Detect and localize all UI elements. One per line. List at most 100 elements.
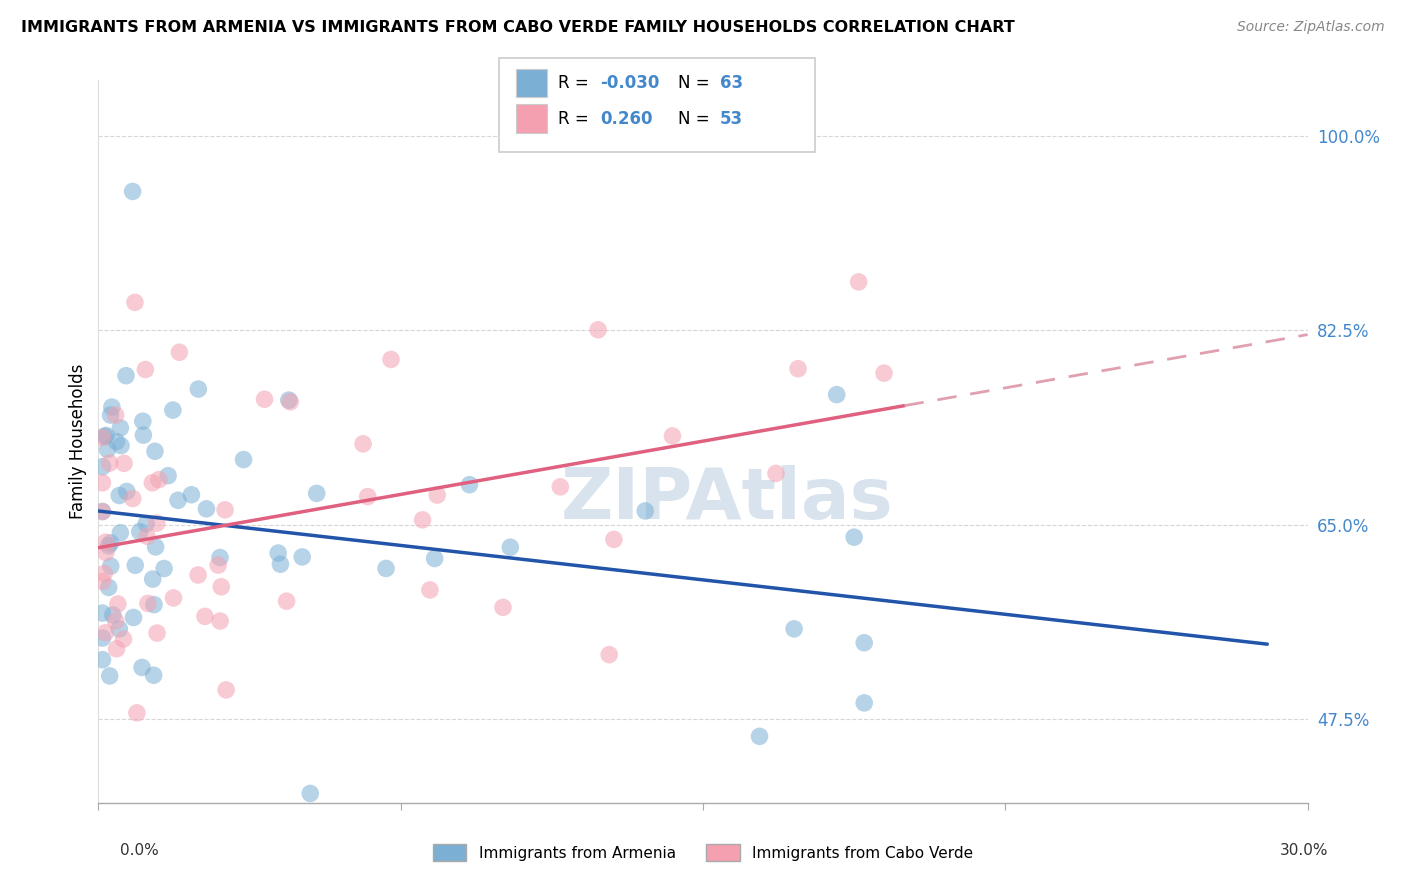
Point: [214, 503, 236, 517]
Point: [586, 323, 609, 337]
Text: 0.260: 0.260: [600, 110, 652, 128]
Point: [145, 540, 167, 554]
Point: [180, 488, 202, 502]
Text: 0.0%: 0.0%: [120, 843, 159, 858]
Point: [100, 408, 122, 422]
Point: [853, 636, 876, 650]
Point: [278, 394, 301, 409]
Point: [91, 431, 114, 445]
Point: [209, 580, 232, 594]
Point: [91, 574, 114, 589]
Point: [115, 368, 138, 383]
Point: [143, 598, 166, 612]
Point: [167, 493, 190, 508]
Text: R =: R =: [558, 74, 595, 92]
Point: [91, 504, 114, 518]
Point: [132, 414, 155, 428]
Point: [209, 614, 232, 628]
Text: 53: 53: [720, 110, 742, 128]
Point: [105, 641, 128, 656]
Text: -0.030: -0.030: [600, 74, 659, 92]
Point: [277, 393, 299, 408]
Text: Source: ZipAtlas.com: Source: ZipAtlas.com: [1237, 20, 1385, 34]
Point: [128, 524, 150, 539]
Point: [162, 591, 184, 605]
Legend: Immigrants from Armenia, Immigrants from Cabo Verde: Immigrants from Armenia, Immigrants from…: [426, 838, 980, 867]
Point: [107, 597, 129, 611]
Point: [187, 382, 209, 396]
Text: IMMIGRANTS FROM ARMENIA VS IMMIGRANTS FROM CABO VERDE FAMILY HOUSEHOLDS CORRELAT: IMMIGRANTS FROM ARMENIA VS IMMIGRANTS FR…: [21, 20, 1015, 35]
Point: [492, 600, 515, 615]
Point: [352, 437, 374, 451]
Point: [419, 582, 441, 597]
Point: [146, 626, 169, 640]
Point: [305, 486, 328, 500]
Point: [141, 475, 163, 490]
Point: [423, 551, 446, 566]
Point: [121, 185, 143, 199]
Point: [121, 491, 143, 506]
Point: [169, 345, 191, 359]
Point: [291, 549, 314, 564]
Point: [108, 622, 131, 636]
Point: [97, 539, 120, 553]
Point: [94, 625, 117, 640]
Point: [550, 480, 572, 494]
Point: [125, 706, 148, 720]
Point: [143, 444, 166, 458]
Point: [110, 525, 132, 540]
Point: [96, 442, 118, 457]
Point: [91, 459, 114, 474]
Point: [101, 400, 124, 414]
Point: [598, 648, 620, 662]
Point: [132, 428, 155, 442]
Point: [124, 295, 146, 310]
Point: [232, 452, 254, 467]
Point: [100, 559, 122, 574]
Point: [122, 610, 145, 624]
Point: [97, 581, 120, 595]
Point: [157, 468, 180, 483]
Point: [100, 536, 122, 550]
Point: [136, 529, 159, 543]
Point: [162, 403, 184, 417]
Point: [661, 429, 683, 443]
Point: [110, 439, 132, 453]
Point: [91, 475, 114, 490]
Point: [873, 366, 896, 380]
Point: [115, 484, 138, 499]
Point: [207, 558, 229, 572]
Point: [91, 653, 114, 667]
Point: [131, 660, 153, 674]
Point: [269, 558, 291, 572]
Text: N =: N =: [678, 74, 714, 92]
Point: [91, 631, 114, 645]
Point: [499, 540, 522, 554]
Point: [375, 561, 398, 575]
Point: [98, 669, 121, 683]
Point: [783, 622, 806, 636]
Point: [136, 596, 159, 610]
Point: [94, 545, 117, 559]
Point: [93, 429, 115, 443]
Point: [142, 572, 165, 586]
Point: [299, 787, 322, 801]
Point: [145, 516, 167, 531]
Point: [276, 594, 298, 608]
Point: [380, 352, 402, 367]
Text: ZIPAtlas: ZIPAtlas: [561, 465, 893, 533]
Point: [94, 535, 117, 549]
Point: [842, 530, 865, 544]
Point: [93, 566, 115, 581]
Point: [825, 387, 848, 401]
Point: [848, 275, 870, 289]
Point: [426, 488, 449, 502]
Point: [105, 434, 128, 449]
Y-axis label: Family Households: Family Households: [69, 364, 87, 519]
Point: [153, 561, 176, 575]
Point: [267, 546, 290, 560]
Point: [104, 614, 127, 628]
Point: [135, 516, 157, 531]
Text: N =: N =: [678, 110, 714, 128]
Point: [142, 668, 165, 682]
